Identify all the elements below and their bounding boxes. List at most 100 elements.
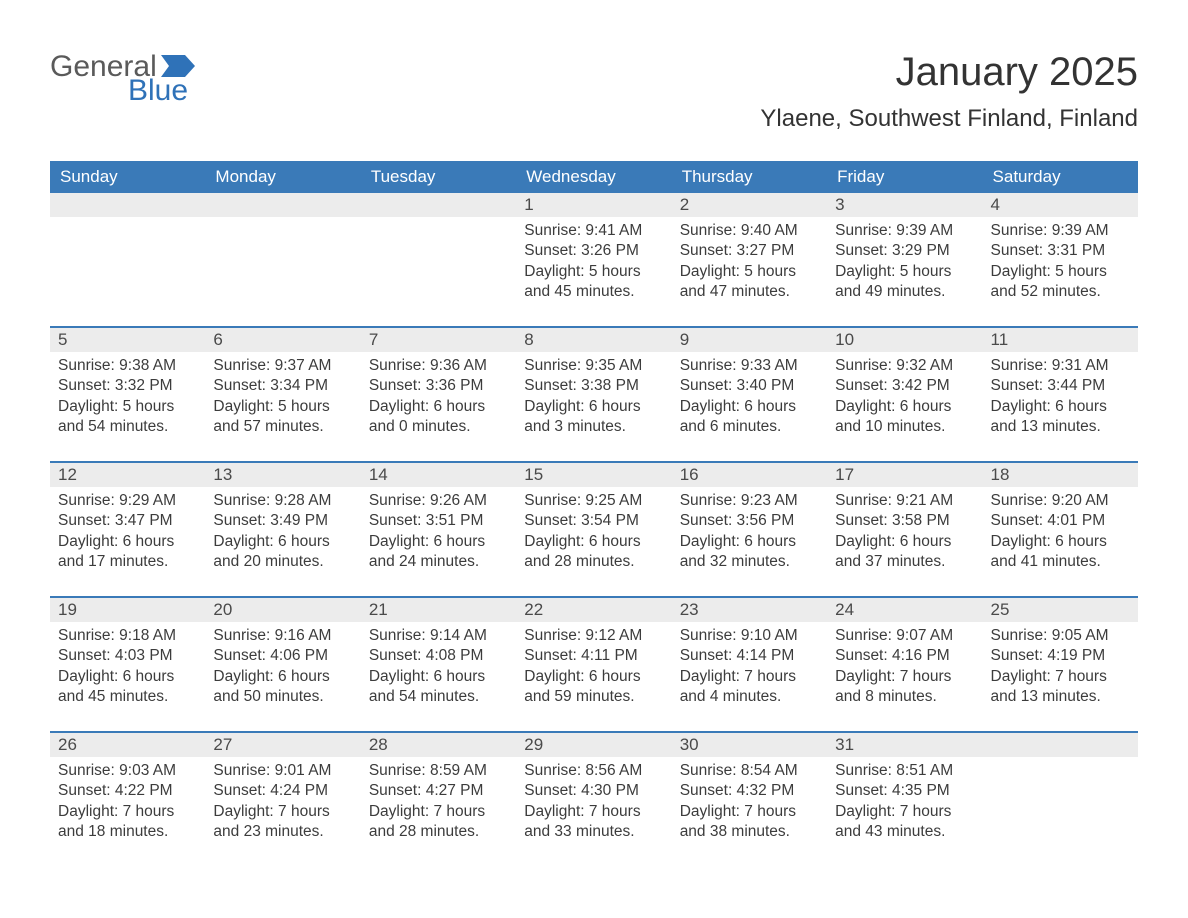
- daylight-line1: Daylight: 7 hours: [213, 802, 352, 822]
- sunrise-text: Sunrise: 8:54 AM: [680, 761, 819, 781]
- calendar-week: 19Sunrise: 9:18 AMSunset: 4:03 PMDayligh…: [50, 598, 1138, 732]
- sunset-text: Sunset: 4:16 PM: [835, 646, 974, 666]
- daylight-line1: Daylight: 7 hours: [680, 667, 819, 687]
- month-title: January 2025: [760, 50, 1138, 95]
- calendar-day: 29Sunrise: 8:56 AMSunset: 4:30 PMDayligh…: [516, 733, 671, 867]
- day-body: Sunrise: 9:10 AMSunset: 4:14 PMDaylight:…: [672, 622, 827, 718]
- daylight-line2: and 24 minutes.: [369, 552, 508, 572]
- day-body: [361, 217, 516, 231]
- daylight-line1: Daylight: 6 hours: [524, 667, 663, 687]
- daylight-line1: Daylight: 6 hours: [991, 532, 1130, 552]
- sunrise-text: Sunrise: 9:32 AM: [835, 356, 974, 376]
- daylight-line1: Daylight: 6 hours: [213, 532, 352, 552]
- sunrise-text: Sunrise: 9:41 AM: [524, 221, 663, 241]
- sunrise-text: Sunrise: 9:10 AM: [680, 626, 819, 646]
- daylight-line1: Daylight: 7 hours: [369, 802, 508, 822]
- calendar-day: 6Sunrise: 9:37 AMSunset: 3:34 PMDaylight…: [205, 328, 360, 462]
- calendar-day: 19Sunrise: 9:18 AMSunset: 4:03 PMDayligh…: [50, 598, 205, 732]
- logo: General Blue: [50, 50, 195, 108]
- calendar-day: 23Sunrise: 9:10 AMSunset: 4:14 PMDayligh…: [672, 598, 827, 732]
- sunrise-text: Sunrise: 9:01 AM: [213, 761, 352, 781]
- day-number: [50, 193, 205, 217]
- sunset-text: Sunset: 3:42 PM: [835, 376, 974, 396]
- daylight-line1: Daylight: 6 hours: [58, 667, 197, 687]
- day-body: [205, 217, 360, 231]
- day-number: 25: [983, 598, 1138, 622]
- sunset-text: Sunset: 3:36 PM: [369, 376, 508, 396]
- sunset-text: Sunset: 3:34 PM: [213, 376, 352, 396]
- weekday-header: Monday: [205, 161, 360, 193]
- daylight-line2: and 47 minutes.: [680, 282, 819, 302]
- day-number: 13: [205, 463, 360, 487]
- sunrise-text: Sunrise: 9:36 AM: [369, 356, 508, 376]
- sunset-text: Sunset: 4:11 PM: [524, 646, 663, 666]
- day-body: Sunrise: 9:18 AMSunset: 4:03 PMDaylight:…: [50, 622, 205, 718]
- logo-text-blue: Blue: [128, 74, 188, 108]
- day-number: 30: [672, 733, 827, 757]
- day-body: Sunrise: 9:31 AMSunset: 3:44 PMDaylight:…: [983, 352, 1138, 448]
- daylight-line1: Daylight: 6 hours: [835, 397, 974, 417]
- calendar-day: 8Sunrise: 9:35 AMSunset: 3:38 PMDaylight…: [516, 328, 671, 462]
- calendar-day: 17Sunrise: 9:21 AMSunset: 3:58 PMDayligh…: [827, 463, 982, 597]
- calendar-day: 5Sunrise: 9:38 AMSunset: 3:32 PMDaylight…: [50, 328, 205, 462]
- sunrise-text: Sunrise: 9:38 AM: [58, 356, 197, 376]
- day-body: Sunrise: 9:39 AMSunset: 3:29 PMDaylight:…: [827, 217, 982, 313]
- sunset-text: Sunset: 4:32 PM: [680, 781, 819, 801]
- calendar-day: 18Sunrise: 9:20 AMSunset: 4:01 PMDayligh…: [983, 463, 1138, 597]
- sunset-text: Sunset: 4:30 PM: [524, 781, 663, 801]
- sunrise-text: Sunrise: 9:03 AM: [58, 761, 197, 781]
- calendar-day: 3Sunrise: 9:39 AMSunset: 3:29 PMDaylight…: [827, 193, 982, 327]
- calendar-day: 28Sunrise: 8:59 AMSunset: 4:27 PMDayligh…: [361, 733, 516, 867]
- daylight-line1: Daylight: 6 hours: [369, 532, 508, 552]
- sunset-text: Sunset: 4:06 PM: [213, 646, 352, 666]
- calendar-day: 16Sunrise: 9:23 AMSunset: 3:56 PMDayligh…: [672, 463, 827, 597]
- calendar-day: 11Sunrise: 9:31 AMSunset: 3:44 PMDayligh…: [983, 328, 1138, 462]
- sunrise-text: Sunrise: 9:35 AM: [524, 356, 663, 376]
- daylight-line1: Daylight: 5 hours: [213, 397, 352, 417]
- daylight-line2: and 13 minutes.: [991, 687, 1130, 707]
- daylight-line1: Daylight: 6 hours: [524, 532, 663, 552]
- calendar-day: 22Sunrise: 9:12 AMSunset: 4:11 PMDayligh…: [516, 598, 671, 732]
- weekday-header: Thursday: [672, 161, 827, 193]
- sunrise-text: Sunrise: 9:05 AM: [991, 626, 1130, 646]
- daylight-line1: Daylight: 6 hours: [835, 532, 974, 552]
- day-body: Sunrise: 9:20 AMSunset: 4:01 PMDaylight:…: [983, 487, 1138, 583]
- day-number: 16: [672, 463, 827, 487]
- day-number: 4: [983, 193, 1138, 217]
- calendar-day: 2Sunrise: 9:40 AMSunset: 3:27 PMDaylight…: [672, 193, 827, 327]
- day-body: Sunrise: 9:05 AMSunset: 4:19 PMDaylight:…: [983, 622, 1138, 718]
- day-body: Sunrise: 9:23 AMSunset: 3:56 PMDaylight:…: [672, 487, 827, 583]
- calendar-day: 21Sunrise: 9:14 AMSunset: 4:08 PMDayligh…: [361, 598, 516, 732]
- daylight-line2: and 43 minutes.: [835, 822, 974, 842]
- daylight-line2: and 49 minutes.: [835, 282, 974, 302]
- daylight-line2: and 45 minutes.: [58, 687, 197, 707]
- calendar-day: 1Sunrise: 9:41 AMSunset: 3:26 PMDaylight…: [516, 193, 671, 327]
- calendar-day-empty: [361, 193, 516, 327]
- sunrise-text: Sunrise: 8:51 AM: [835, 761, 974, 781]
- day-number: 18: [983, 463, 1138, 487]
- sunrise-text: Sunrise: 9:16 AM: [213, 626, 352, 646]
- day-number: 11: [983, 328, 1138, 352]
- day-number: 2: [672, 193, 827, 217]
- daylight-line2: and 3 minutes.: [524, 417, 663, 437]
- sunset-text: Sunset: 3:31 PM: [991, 241, 1130, 261]
- day-number: 20: [205, 598, 360, 622]
- calendar-day: 30Sunrise: 8:54 AMSunset: 4:32 PMDayligh…: [672, 733, 827, 867]
- day-body: Sunrise: 9:26 AMSunset: 3:51 PMDaylight:…: [361, 487, 516, 583]
- sunset-text: Sunset: 4:01 PM: [991, 511, 1130, 531]
- day-number: 3: [827, 193, 982, 217]
- day-number: [983, 733, 1138, 757]
- sunrise-text: Sunrise: 9:40 AM: [680, 221, 819, 241]
- sunset-text: Sunset: 3:29 PM: [835, 241, 974, 261]
- daylight-line1: Daylight: 6 hours: [680, 532, 819, 552]
- sunrise-text: Sunrise: 9:25 AM: [524, 491, 663, 511]
- daylight-line1: Daylight: 6 hours: [213, 667, 352, 687]
- daylight-line1: Daylight: 5 hours: [991, 262, 1130, 282]
- daylight-line2: and 54 minutes.: [58, 417, 197, 437]
- weekday-header: Saturday: [983, 161, 1138, 193]
- day-number: [205, 193, 360, 217]
- calendar-day: 20 Sunrise: 9:16 AMSunset: 4:06 PMDayligh…: [205, 598, 360, 732]
- day-number: [361, 193, 516, 217]
- sunset-text: Sunset: 3:51 PM: [369, 511, 508, 531]
- day-number: 26: [50, 733, 205, 757]
